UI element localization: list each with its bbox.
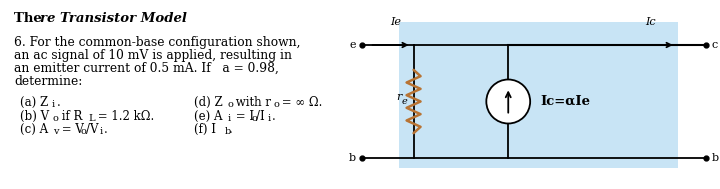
Text: Ie: Ie	[390, 17, 401, 27]
Text: with r: with r	[232, 96, 271, 109]
Text: o: o	[273, 100, 279, 109]
Text: i: i	[228, 114, 230, 123]
Text: /I: /I	[256, 110, 265, 123]
Text: .: .	[104, 123, 107, 136]
Text: The: The	[14, 12, 46, 25]
Text: r: r	[396, 91, 402, 101]
Text: /V: /V	[86, 123, 98, 136]
Text: (f) I: (f) I	[194, 123, 216, 136]
Text: (b) V: (b) V	[20, 110, 49, 123]
Text: o: o	[81, 127, 86, 136]
Text: .: .	[57, 96, 60, 109]
Text: c: c	[711, 40, 718, 50]
Text: v: v	[53, 127, 58, 136]
Text: e: e	[402, 97, 408, 106]
Text: = 1.2 kΩ.: = 1.2 kΩ.	[94, 110, 154, 123]
Text: o: o	[53, 114, 59, 123]
Text: = V: = V	[58, 123, 84, 136]
Text: L: L	[89, 114, 95, 123]
Text: (e) A: (e) A	[194, 110, 222, 123]
Text: b: b	[224, 127, 230, 136]
Text: b: b	[348, 153, 356, 163]
Text: an ac signal of 10 mV is applied, resulting in: an ac signal of 10 mV is applied, result…	[14, 49, 292, 62]
Text: .: .	[229, 123, 233, 136]
Text: o: o	[251, 114, 257, 123]
Text: o: o	[228, 100, 233, 109]
Text: determine:: determine:	[14, 75, 82, 88]
Text: an emitter current of 0.5 mA. If   a = 0.98,: an emitter current of 0.5 mA. If a = 0.9…	[14, 62, 279, 75]
Text: .: .	[272, 110, 276, 123]
Bar	[399, 22, 678, 168]
Text: re Transistor Model: re Transistor Model	[40, 12, 186, 25]
Text: (c) A: (c) A	[20, 123, 48, 136]
Text: i: i	[99, 127, 103, 136]
Text: = ∞ Ω.: = ∞ Ω.	[278, 96, 323, 109]
Text: 6. For the common-base configuration shown,: 6. For the common-base configuration sho…	[14, 36, 300, 49]
Text: Ic: Ic	[645, 17, 656, 27]
Text: i: i	[268, 114, 271, 123]
Circle shape	[486, 80, 530, 123]
Text: b: b	[711, 153, 719, 163]
Text: = I: = I	[232, 110, 254, 123]
Text: Ic=αIe: Ic=αIe	[540, 95, 590, 108]
Text: (d) Z: (d) Z	[194, 96, 223, 109]
Text: (a) Z: (a) Z	[20, 96, 48, 109]
Text: i: i	[52, 100, 55, 109]
Text: if R: if R	[58, 110, 82, 123]
Text: e: e	[349, 40, 356, 50]
